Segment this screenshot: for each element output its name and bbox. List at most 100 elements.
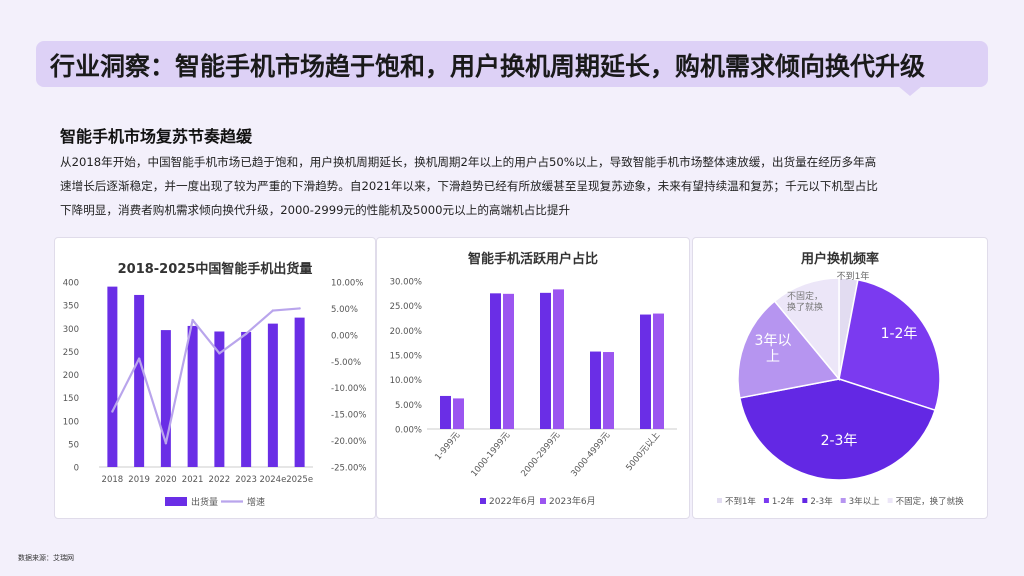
y-tick-label: 15.00%: [390, 352, 422, 362]
share-bar: [553, 289, 564, 429]
x-tick-label: 2024e: [259, 475, 286, 485]
legend-swatch: [887, 498, 893, 503]
y-right-tick-label: -25.00%: [331, 464, 366, 474]
shipment-chart: 0 50 100 150 200 250 300 350 400 -25.00% -20.00% -1…: [63, 279, 367, 509]
legend-label: 不固定，换了就换: [896, 496, 965, 507]
page-title: 行业洞察：智能手机市场趋于饱和，用户换机周期延长，购机需求倾向换代升级: [50, 52, 926, 81]
x-tick-label: 2020: [155, 475, 177, 485]
shipment-bar: [294, 317, 305, 467]
title-banner-pointer: [898, 86, 922, 96]
pie-slice: [773, 277, 840, 382]
y-tick-label: 5.00%: [395, 401, 422, 411]
switch-frequency-chart-title: 用户换机频率: [800, 252, 879, 267]
y-right-tick-label: 10.00%: [331, 279, 363, 289]
pie-slice: [738, 378, 937, 481]
shipment-bar: [134, 294, 145, 467]
y-right-tick-label: -10.00%: [331, 384, 366, 394]
legend-swatch: [840, 498, 846, 503]
share-bar: [590, 351, 601, 429]
x-tick-label: 2000-2999元: [519, 430, 562, 479]
section-body: 从2018年开始，中国智能手机市场已趋于饱和，用户换机周期延长，换机周期2年以上…: [60, 150, 970, 222]
x-tick-label: 5000元以上: [624, 430, 662, 473]
y-left-tick-label: 150: [63, 394, 79, 404]
legend-swatch: [802, 498, 808, 503]
x-tick-label: 1-999元: [433, 430, 462, 462]
legend-label-2023: 2023年6月: [549, 495, 596, 507]
growth-line: [111, 307, 300, 445]
legend-label-shipment: 出货量: [191, 496, 218, 508]
active-users-chart: 0.00% 5.00% 10.00% 15.00% 20.00% 25.00% 30.00%…: [390, 278, 677, 507]
share-bar: [603, 352, 614, 429]
share-bar: [503, 293, 514, 429]
growth-point: [298, 307, 301, 310]
shipment-bar: [241, 331, 252, 467]
body-line-2: 速增长后逐渐稳定，并一度出现了较为严重的下滑趋势。自2021年以来，下滑趋势已经…: [60, 179, 878, 193]
x-tick-label: 2021: [182, 475, 204, 485]
growth-point: [218, 352, 221, 355]
pie-slice-label: 2-3年: [821, 433, 858, 449]
legend-swatch-2023: [540, 498, 546, 504]
legend-label-2022: 2022年6月: [489, 495, 536, 507]
pie-slice-label: 不到1年: [837, 270, 870, 282]
share-bar: [490, 293, 501, 429]
legend-swatch-2022: [480, 498, 486, 504]
y-tick-label: 0.00%: [395, 426, 422, 436]
share-bar: [540, 292, 551, 429]
growth-point: [271, 309, 275, 312]
share-bar: [453, 398, 464, 429]
y-right-tick-label: -5.00%: [331, 358, 361, 368]
body-line-3: 下降明显，消费者购机需求倾向换代升级，2000-2999元的性能机及5000元以…: [60, 203, 571, 217]
pie-slice-label: 不固定，换了就换: [787, 290, 823, 313]
y-left-tick-label: 300: [63, 325, 79, 335]
x-tick-label: 2022: [209, 475, 231, 485]
legend-label: 不到1年: [725, 496, 756, 507]
shipment-bar: [160, 330, 171, 467]
shipment-bar: [187, 325, 198, 467]
y-right-tick-label: -20.00%: [331, 437, 366, 447]
y-tick-label: 10.00%: [390, 376, 422, 386]
share-bar: [653, 313, 664, 429]
y-tick-label: 20.00%: [390, 327, 422, 337]
legend-swatch: [717, 498, 722, 503]
shipment-bar: [214, 331, 225, 467]
y-left-tick-label: 50: [68, 440, 79, 450]
y-left-tick-label: 400: [63, 279, 79, 289]
data-source: 数据来源：艾瑞网: [18, 554, 74, 562]
y-tick-label: 30.00%: [390, 278, 422, 288]
legend-label: 2-3年: [810, 496, 833, 507]
y-tick-label: 25.00%: [390, 302, 422, 312]
shipment-bar: [267, 323, 278, 467]
x-tick-label: 3000-4999元: [569, 430, 612, 479]
pie-slice-label: 3年以上: [755, 333, 792, 365]
y-left-tick-label: 200: [63, 371, 79, 381]
x-tick-label: 2019: [128, 475, 150, 485]
x-tick-label: 2023: [235, 475, 257, 485]
active-users-chart-title: 智能手机活跃用户占比: [467, 252, 598, 267]
growth-point: [164, 442, 168, 445]
body-line-1: 从2018年开始，中国智能手机市场已趋于饱和，用户换机周期延长，换机周期2年以上…: [60, 155, 877, 169]
shipment-chart-title: 2018-2025中国智能手机出货量: [117, 262, 313, 277]
growth-point: [137, 357, 141, 360]
y-right-tick-label: -15.00%: [331, 411, 366, 421]
title-banner: [36, 41, 988, 87]
legend-label: 3年以上: [849, 496, 880, 507]
x-tick-label: 1000-1999元: [469, 430, 512, 479]
active-users-chart-card: 智能手机活跃用户占比 0.00% 5.00% 10.00% 15.00% 20.00% 2…: [376, 237, 690, 519]
pie-slice: [838, 278, 941, 412]
share-bar: [640, 314, 651, 429]
growth-point: [111, 410, 114, 413]
y-right-tick-label: 0.00%: [331, 331, 358, 341]
y-left-tick-label: 250: [63, 348, 79, 358]
y-left-tick-label: 350: [63, 302, 79, 312]
legend-swatch-shipment: [165, 497, 187, 506]
growth-point: [191, 318, 194, 322]
x-tick-label: 2018: [102, 475, 124, 485]
legend-label: 1-2年: [772, 496, 795, 507]
y-left-tick-label: 100: [63, 417, 79, 427]
y-right-tick-label: 5.00%: [331, 305, 358, 315]
x-tick-label: 2025e: [286, 475, 313, 485]
switch-frequency-chart-card: 用户换机频率 不到1年 1-2年 2-3年 3年以上 不固定，换了就换 不到1年 1-2年 2…: [692, 237, 988, 519]
pie-slice: [737, 300, 841, 399]
share-bar: [440, 395, 451, 429]
